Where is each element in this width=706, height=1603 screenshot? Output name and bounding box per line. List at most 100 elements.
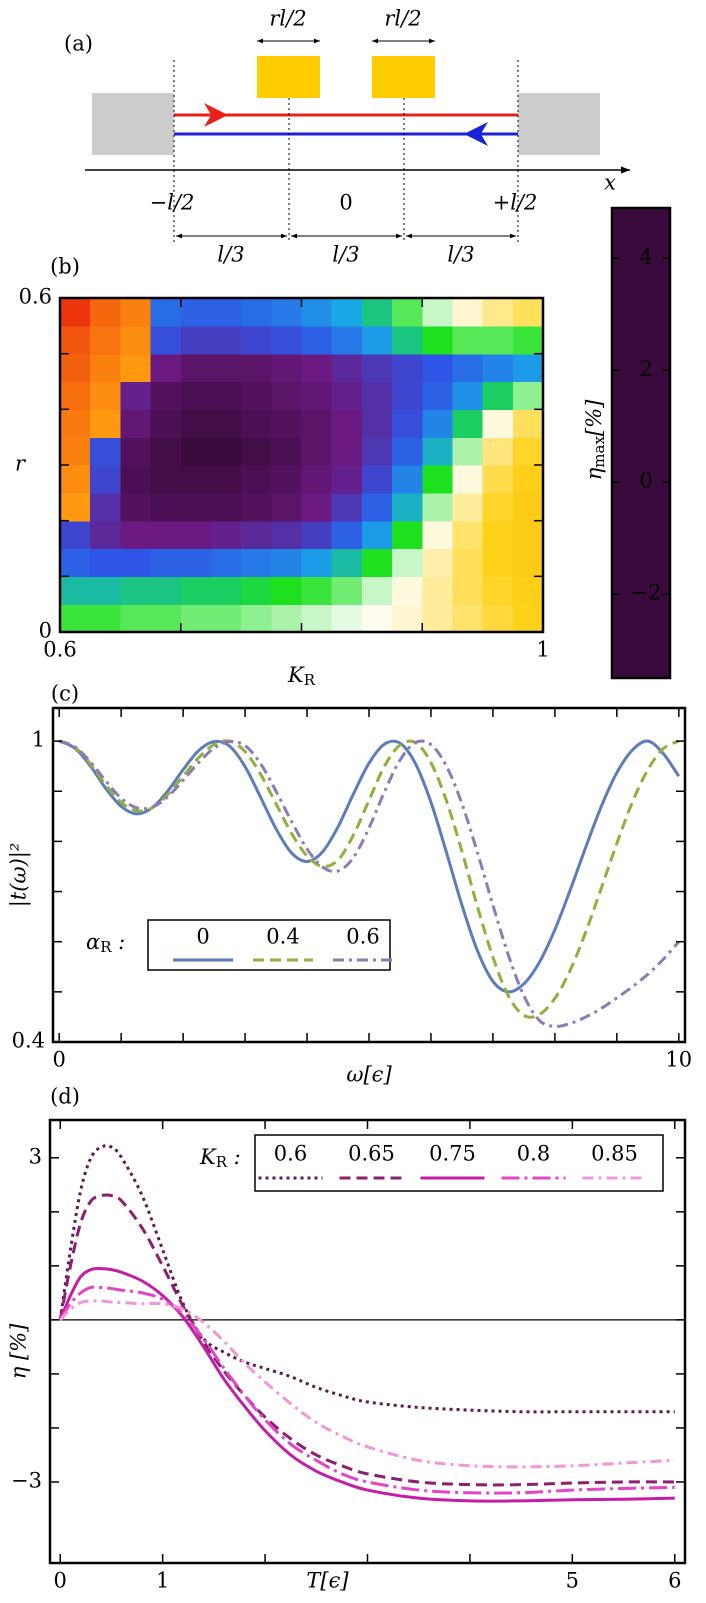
lead-right [518, 93, 600, 155]
cell [60, 604, 91, 633]
cell [361, 298, 393, 327]
cell [60, 409, 91, 438]
cell [271, 325, 303, 355]
cell [361, 492, 393, 522]
plot-frame [51, 706, 687, 1044]
x-tick-label: 1 [536, 638, 549, 662]
cell [120, 604, 152, 633]
cell [482, 325, 514, 355]
cell [452, 298, 484, 327]
series-line [58, 739, 680, 1029]
cell [180, 437, 212, 466]
cell [120, 381, 152, 410]
cell [120, 576, 152, 605]
y-tick-label: 0.4 [12, 1029, 45, 1053]
cell [120, 409, 152, 438]
legend-title: αR : [86, 930, 125, 957]
y-axis-label: η [%] [7, 1323, 31, 1379]
panel-a: (a) rl/2 rl/2 x −l/2 0 +l/2 l/3 l/3 [64, 7, 630, 267]
segment: l/3 [447, 243, 474, 267]
cell [180, 604, 212, 633]
cell [512, 465, 544, 494]
cell [301, 604, 333, 633]
cell [150, 576, 182, 605]
cell [210, 492, 242, 522]
cell [150, 548, 182, 577]
cell [331, 298, 363, 327]
cell [392, 381, 423, 410]
panel-label: (d) [50, 1085, 80, 1109]
cell [120, 298, 152, 327]
cell [301, 353, 333, 383]
cell [150, 381, 182, 410]
x-axis-label: T[ϵ] [306, 1569, 349, 1593]
position: +l/2 [493, 191, 538, 215]
cell [90, 548, 121, 577]
cell [512, 576, 544, 605]
y-tick-label: 0.6 [19, 285, 52, 309]
text-part: α [86, 930, 100, 954]
cell [180, 492, 212, 522]
axis-label: x [604, 171, 616, 195]
series-line [58, 739, 681, 994]
cell [241, 298, 272, 327]
x-tick-label: 10 [665, 1048, 692, 1072]
y-axis-label: r [15, 452, 27, 476]
cell [150, 437, 182, 466]
cell [452, 604, 484, 633]
cell [361, 520, 393, 550]
cell [150, 298, 182, 327]
cell [452, 465, 484, 494]
cell [482, 604, 514, 633]
cell [482, 353, 514, 383]
dim-arrows [176, 38, 516, 239]
cell [392, 548, 423, 577]
cell [60, 576, 91, 605]
cell [331, 381, 363, 410]
y-tick-label: 3 [29, 1144, 42, 1168]
cell [120, 353, 152, 383]
cell [331, 548, 363, 577]
cell [150, 409, 182, 438]
y-tick-label: −3 [11, 1468, 42, 1492]
legend-label: 0.4 [266, 925, 299, 949]
cell [60, 492, 91, 522]
panel-label: (b) [50, 255, 80, 279]
series-line [58, 1285, 675, 1495]
gate [257, 56, 320, 98]
cell [241, 604, 272, 633]
y-tick-label: 0 [39, 619, 52, 643]
cell [331, 325, 363, 355]
cell [90, 298, 121, 327]
series-line [58, 1267, 675, 1503]
cell [392, 465, 423, 494]
cell [512, 409, 544, 438]
cell [301, 409, 333, 438]
cell [392, 520, 423, 550]
cell [512, 381, 544, 410]
cell [452, 492, 484, 522]
cell [361, 409, 393, 438]
colorbar-tick-label: 4 [639, 245, 652, 269]
cell [90, 381, 121, 410]
cell [241, 548, 272, 577]
cell [150, 353, 182, 383]
cell [301, 548, 333, 577]
colorbar-tick-label: 2 [639, 357, 652, 381]
cell [60, 298, 91, 327]
legend-box [254, 1134, 664, 1192]
cell [180, 576, 212, 605]
cell [392, 298, 423, 327]
cell [512, 325, 544, 355]
cell [90, 325, 121, 355]
colorbar-label: ηmax[%] [582, 399, 609, 480]
legend-label: 0.6 [346, 925, 379, 949]
cell [271, 576, 303, 605]
cell [210, 548, 242, 577]
cell [271, 465, 303, 494]
cell [361, 548, 393, 577]
cell [392, 576, 423, 605]
cell [422, 325, 454, 355]
text-part: [%] [582, 399, 606, 436]
